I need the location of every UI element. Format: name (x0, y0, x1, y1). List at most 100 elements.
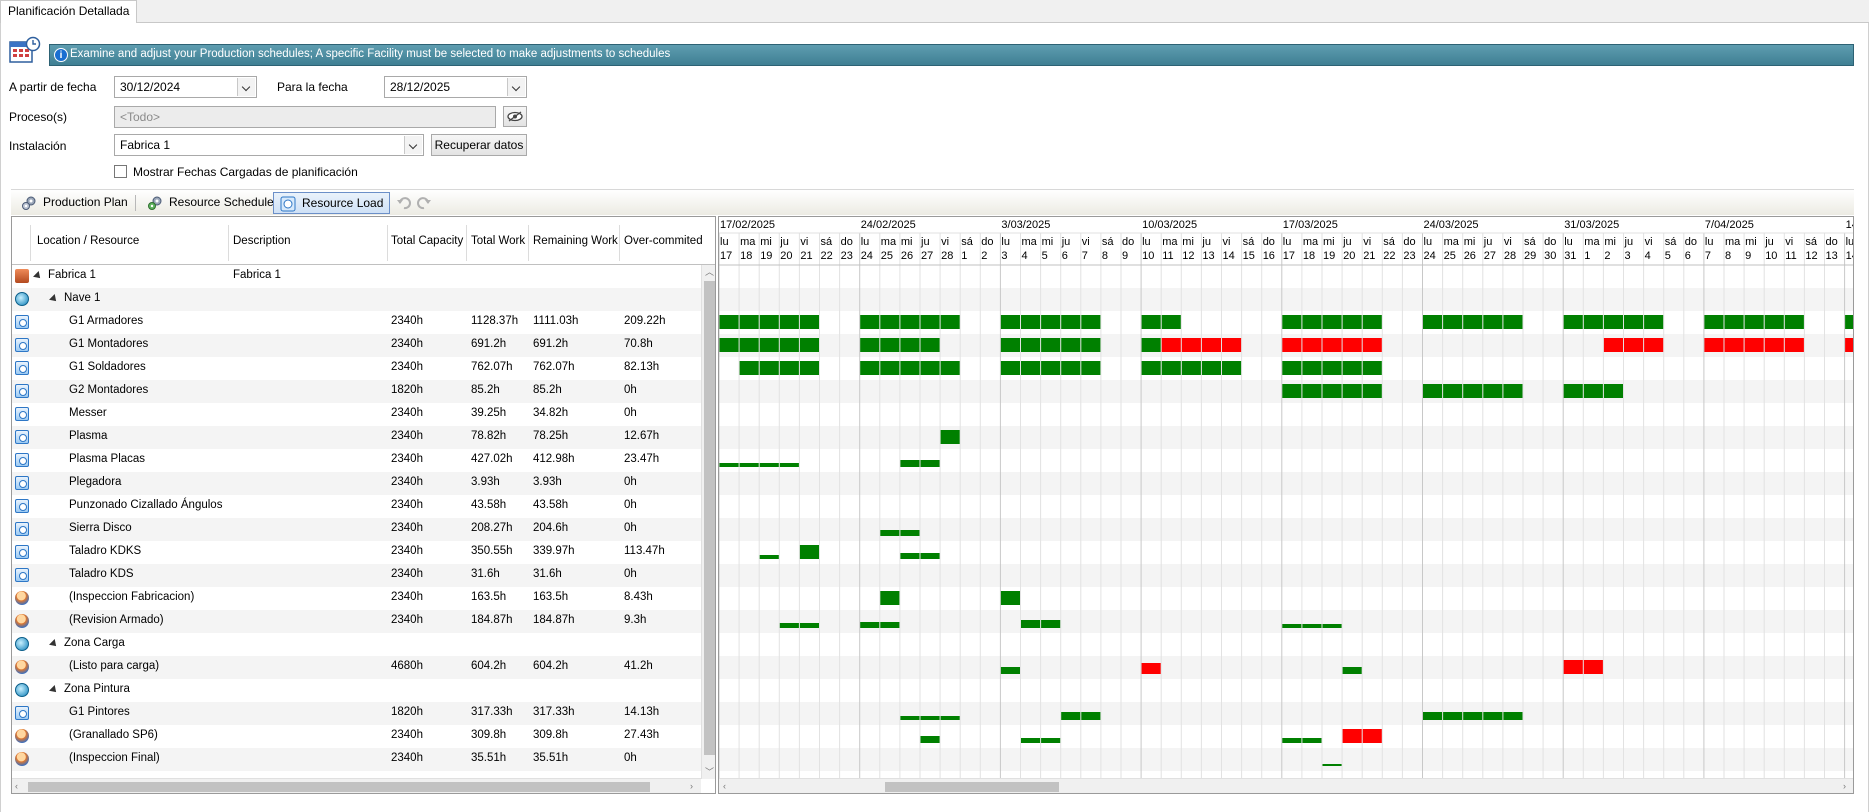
table-row[interactable]: Zona Pintura (12, 679, 702, 702)
load-bar[interactable] (759, 315, 779, 329)
overload-bar[interactable] (1764, 338, 1784, 352)
load-bar[interactable] (1282, 384, 1302, 398)
load-bar[interactable] (1603, 384, 1623, 398)
load-bar[interactable] (1724, 315, 1744, 329)
load-bar[interactable] (1222, 361, 1242, 375)
col-description[interactable]: Description (233, 235, 291, 247)
chevron-down-icon[interactable] (237, 78, 255, 96)
col-location-resource[interactable]: Location / Resource (37, 235, 140, 247)
overload-bar[interactable] (1322, 338, 1342, 352)
collapse-arrow-icon[interactable] (49, 685, 59, 695)
overload-bar[interactable] (1342, 729, 1362, 743)
load-bar[interactable] (1483, 315, 1503, 329)
table-row[interactable]: Sierra Disco 2340h 208.27h 204.6h 0h (12, 518, 702, 541)
load-bar[interactable] (1463, 315, 1483, 329)
load-bar[interactable] (759, 555, 779, 559)
load-bar[interactable] (1322, 764, 1342, 766)
load-bar[interactable] (1603, 315, 1623, 329)
load-bar[interactable] (1000, 591, 1020, 605)
load-bar[interactable] (1322, 361, 1342, 375)
load-bar[interactable] (1443, 384, 1463, 398)
load-bar[interactable] (1503, 315, 1523, 329)
load-bar[interactable] (1302, 738, 1322, 743)
from-date-picker[interactable]: 30/12/2024 (114, 76, 257, 98)
load-bar[interactable] (900, 716, 920, 720)
overload-bar[interactable] (1784, 338, 1804, 352)
load-bar[interactable] (1744, 315, 1764, 329)
table-row[interactable]: G2 Montadores 1820h 85.2h 85.2h 0h (12, 380, 702, 403)
table-row[interactable]: (Revision Armado) 2340h 184.87h 184.87h 9.3h (12, 610, 702, 633)
load-bar[interactable] (1463, 384, 1483, 398)
load-bar[interactable] (1141, 315, 1161, 329)
load-bar[interactable] (1302, 624, 1322, 628)
load-bar[interactable] (1443, 315, 1463, 329)
overload-bar[interactable] (1744, 338, 1764, 352)
scroll-right-icon[interactable]: › (1843, 781, 1846, 791)
grid-horizontal-scrollbar[interactable]: ‹ › (12, 778, 701, 793)
show-loaded-dates-checkbox[interactable] (114, 165, 127, 178)
load-bar[interactable] (1563, 384, 1583, 398)
load-bar[interactable] (1302, 315, 1322, 329)
table-row[interactable]: Punzonado Cizallado Ángulos 2340h 43.58h 43… (12, 495, 702, 518)
load-bar[interactable] (860, 622, 880, 628)
load-bar[interactable] (1845, 315, 1854, 329)
load-bar[interactable] (1362, 361, 1382, 375)
load-bar[interactable] (940, 430, 960, 444)
load-bar[interactable] (739, 338, 759, 352)
table-row[interactable]: Plegadora 2340h 3.93h 3.93h 0h (12, 472, 702, 495)
overload-bar[interactable] (1201, 338, 1221, 352)
load-bar[interactable] (920, 716, 940, 720)
load-bar[interactable] (1061, 712, 1081, 720)
load-bar[interactable] (799, 315, 819, 329)
load-bar[interactable] (1141, 338, 1161, 352)
to-date-picker[interactable]: 28/12/2025 (384, 76, 527, 98)
load-bar[interactable] (1141, 361, 1161, 375)
undo-icon[interactable] (396, 195, 412, 211)
load-bar[interactable] (719, 338, 739, 352)
table-row[interactable]: Plasma 2340h 78.82h 78.25h 12.67h (12, 426, 702, 449)
load-bar[interactable] (1021, 315, 1041, 329)
load-bar[interactable] (1322, 624, 1342, 628)
table-row[interactable]: Plasma Placas 2340h 427.02h 412.98h 23.47h (12, 449, 702, 472)
overload-bar[interactable] (1362, 338, 1382, 352)
overload-bar[interactable] (1362, 729, 1382, 743)
load-bar[interactable] (1764, 315, 1784, 329)
load-bar[interactable] (880, 622, 900, 628)
overload-bar[interactable] (1181, 338, 1201, 352)
load-bar[interactable] (880, 530, 900, 536)
table-row[interactable]: G1 Montadores 2340h 691.2h 691.2h 70.8h (12, 334, 702, 357)
table-row[interactable]: Zona Carga (12, 633, 702, 656)
load-bar[interactable] (1503, 384, 1523, 398)
overload-bar[interactable] (1222, 338, 1242, 352)
gantt-horizontal-scrollbar[interactable]: ‹ › (719, 778, 1853, 793)
col-total-capacity[interactable]: Total Capacity (391, 235, 464, 247)
load-bar[interactable] (1021, 620, 1041, 628)
production-plan-button[interactable]: Production Plan (15, 192, 134, 214)
table-row[interactable]: Taladro KDS 2340h 31.6h 31.6h 0h (12, 564, 702, 587)
load-bar[interactable] (900, 338, 920, 352)
col-total-work[interactable]: Total Work (471, 235, 526, 247)
load-bar[interactable] (799, 338, 819, 352)
overload-bar[interactable] (1603, 338, 1623, 352)
collapse-arrow-icon[interactable] (33, 271, 43, 281)
grid-vertical-scroll-thumb[interactable] (704, 281, 715, 755)
load-bar[interactable] (900, 460, 920, 467)
load-bar[interactable] (860, 338, 880, 352)
load-bar[interactable] (1041, 620, 1061, 628)
load-bar[interactable] (1342, 315, 1362, 329)
grid-horizontal-scroll-thumb[interactable] (28, 782, 650, 792)
load-bar[interactable] (1081, 338, 1101, 352)
load-bar[interactable] (1624, 315, 1644, 329)
load-bar[interactable] (900, 315, 920, 329)
scroll-down-icon[interactable]: ﹀ (705, 767, 715, 777)
load-bar[interactable] (1021, 338, 1041, 352)
table-row[interactable]: G1 Pintores 1820h 317.33h 317.33h 14.13h (12, 702, 702, 725)
load-bar[interactable] (1423, 712, 1443, 720)
load-bar[interactable] (1061, 338, 1081, 352)
load-bar[interactable] (1503, 712, 1523, 720)
load-bar[interactable] (1061, 361, 1081, 375)
load-bar[interactable] (1081, 315, 1101, 329)
load-bar[interactable] (1302, 384, 1322, 398)
load-bar[interactable] (1181, 361, 1201, 375)
load-bar[interactable] (860, 361, 880, 375)
